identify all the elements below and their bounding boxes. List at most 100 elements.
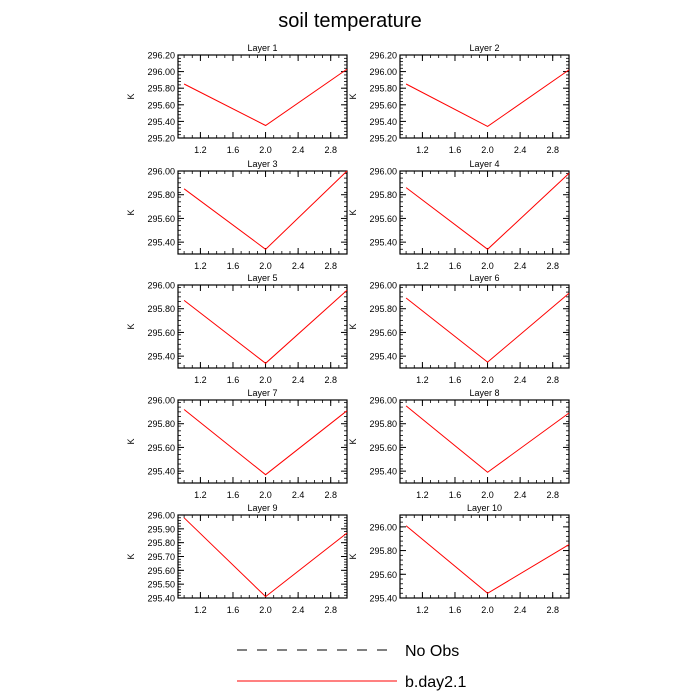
panel-frame: [399, 170, 570, 255]
panel-frame: [399, 399, 570, 484]
y-axis-label: K: [126, 209, 136, 215]
y-tick-label: 295.40: [369, 352, 397, 362]
x-tick-label: 2.8: [324, 490, 337, 500]
x-tick-label: 2.0: [259, 490, 272, 500]
y-axis-label: K: [348, 93, 358, 99]
y-tick-label: 295.60: [369, 443, 397, 453]
panel-2: Layer 2 K 1.2 1.6 2.0 2.4 2.8 295.20 295.40 295.6…: [348, 43, 570, 155]
x-tick-label: 1.6: [449, 375, 462, 385]
x-tick-label: 1.6: [227, 490, 240, 500]
y-tick-label: 295.80: [369, 84, 397, 94]
x-tick-label: 1.2: [416, 261, 429, 271]
panel-10: Layer 10 K 1.2 1.6 2.0 2.4 2.8 295.40 295.60 295.…: [348, 503, 570, 615]
y-tick-label: 296.00: [147, 67, 175, 77]
x-tick-label: 2.0: [259, 145, 272, 155]
y-tick-label: 295.90: [147, 524, 175, 534]
y-tick-label: 295.60: [147, 443, 175, 453]
panel-title: Layer 10: [467, 503, 502, 513]
panel-frame: [399, 54, 570, 139]
y-tick-label: 296.00: [147, 281, 175, 291]
panel-8: Layer 8 K 1.2 1.6 2.0 2.4 2.8 295.40 295.60 295.8…: [348, 388, 570, 500]
x-tick-label: 2.4: [292, 145, 305, 155]
x-tick-label: 2.8: [324, 261, 337, 271]
panel-frame: [177, 514, 348, 599]
y-tick-label: 296.20: [369, 51, 397, 61]
y-tick-label: 295.40: [147, 594, 175, 604]
x-tick-label: 2.0: [481, 605, 494, 615]
x-tick-label: 2.8: [324, 605, 337, 615]
x-tick-label: 2.4: [292, 605, 305, 615]
y-tick-label: 296.00: [369, 167, 397, 177]
panel-frame: [399, 284, 570, 369]
y-tick-label: 295.80: [369, 546, 397, 556]
panel-title: Layer 6: [469, 273, 499, 283]
y-tick-label: 295.40: [147, 117, 175, 127]
x-tick-label: 2.0: [259, 261, 272, 271]
x-tick-label: 2.4: [514, 261, 527, 271]
y-tick-label: 295.60: [147, 328, 175, 338]
y-tick-label: 296.20: [147, 51, 175, 61]
x-tick-label: 1.2: [194, 605, 207, 615]
x-tick-label: 1.2: [194, 375, 207, 385]
y-tick-label: 296.00: [147, 396, 175, 406]
y-tick-label: 295.40: [147, 238, 175, 248]
series-line-b-day2-1: [183, 68, 348, 127]
panel-frame: [177, 284, 348, 369]
x-tick-label: 1.2: [416, 490, 429, 500]
x-tick-label: 1.6: [449, 490, 462, 500]
x-tick-label: 2.0: [259, 375, 272, 385]
y-tick-label: 296.00: [369, 522, 397, 532]
y-tick-label: 295.40: [369, 117, 397, 127]
series-line-b-day2-1: [405, 405, 570, 473]
series-line-b-day2-1: [183, 170, 348, 250]
y-axis-label: K: [126, 323, 136, 329]
x-tick-label: 1.6: [449, 261, 462, 271]
y-axis-label: K: [348, 438, 358, 444]
series-line-b-day2-1: [405, 69, 570, 127]
x-tick-label: 2.4: [514, 375, 527, 385]
y-tick-label: 295.60: [369, 100, 397, 110]
y-axis-label: K: [126, 93, 136, 99]
y-tick-label: 295.50: [147, 580, 175, 590]
x-tick-label: 2.8: [324, 145, 337, 155]
y-axis-label: K: [348, 323, 358, 329]
panel-title: Layer 7: [247, 388, 277, 398]
panel-7: Layer 7 K 1.2 1.6 2.0 2.4 2.8 295.40 295.60 295.8…: [126, 388, 348, 500]
panel-title: Layer 8: [469, 388, 499, 398]
x-tick-label: 2.0: [481, 490, 494, 500]
panel-3: Layer 3 K 1.2 1.6 2.0 2.4 2.8 295.40 295.60 295.8…: [126, 159, 348, 271]
y-tick-label: 295.60: [369, 214, 397, 224]
x-tick-label: 1.6: [227, 605, 240, 615]
x-tick-label: 2.8: [546, 261, 559, 271]
chart-title: soil temperature: [278, 10, 421, 32]
x-tick-label: 1.6: [227, 261, 240, 271]
panel-title: Layer 4: [469, 159, 499, 169]
legend-label-no-obs: No Obs: [405, 643, 459, 660]
panel-title: Layer 3: [247, 159, 277, 169]
legend: No Obs b.day2.1: [237, 643, 466, 691]
x-tick-label: 1.2: [416, 145, 429, 155]
panel-title: Layer 5: [247, 273, 277, 283]
x-tick-label: 1.2: [416, 605, 429, 615]
panel-frame: [399, 514, 570, 599]
y-axis-label: K: [348, 553, 358, 559]
y-tick-label: 295.60: [147, 214, 175, 224]
y-tick-label: 296.00: [147, 511, 175, 521]
x-tick-label: 2.0: [481, 261, 494, 271]
y-tick-label: 295.80: [147, 84, 175, 94]
y-tick-label: 295.60: [369, 328, 397, 338]
x-tick-label: 2.8: [324, 375, 337, 385]
legend-label-b-day2-1: b.day2.1: [405, 674, 466, 691]
y-tick-label: 295.80: [147, 419, 175, 429]
y-tick-label: 296.00: [369, 67, 397, 77]
series-line-b-day2-1: [405, 525, 570, 594]
y-axis-label: K: [126, 438, 136, 444]
panel-9: Layer 9 K 1.2 1.6 2.0 2.4 2.8 295.40 295.50 295.6…: [126, 503, 348, 615]
y-tick-label: 295.40: [147, 467, 175, 477]
x-tick-label: 2.4: [292, 375, 305, 385]
y-tick-label: 295.40: [369, 238, 397, 248]
x-tick-label: 2.0: [259, 605, 272, 615]
panel-6: Layer 6 K 1.2 1.6 2.0 2.4 2.8 295.40 295.60 295.8…: [348, 273, 570, 385]
